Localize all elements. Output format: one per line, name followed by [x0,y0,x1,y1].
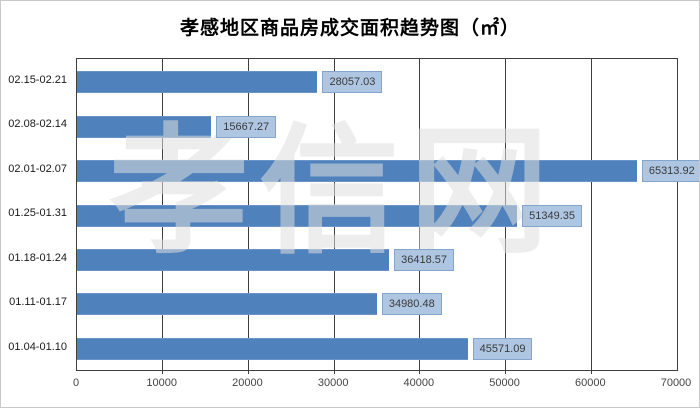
value-label: 65313.92 [641,160,699,183]
value-label: 34980.48 [381,293,442,316]
x-tick-label: 60000 [574,377,606,389]
y-category-label: 02.15-02.21 [8,74,67,86]
gridline [590,59,592,374]
value-label: 36418.57 [394,248,455,271]
x-tick-label: 0 [72,377,80,389]
y-category-label: 01.04-01.10 [8,340,67,353]
bar-02.01-02.07 [77,160,637,183]
y-category-label: 01.11-01.17 [9,296,67,309]
value-label: 15667.27 [216,115,277,138]
x-tick-label: 50000 [489,377,520,389]
y-category-label: 01.25-01.31 [8,207,67,220]
x-tick-label: 20000 [232,377,263,389]
bar-01.11-01.17 [77,293,377,316]
value-label: 51349.35 [522,204,583,227]
y-category-label: 01.18-01.24 [8,251,67,264]
value-label: 28057.03 [322,71,383,94]
x-tick-label: 30000 [317,377,349,389]
x-tick-label: 70000 [660,377,692,389]
y-category-label: 02.08-02.14 [8,118,67,131]
x-tick-label: 40000 [403,377,435,389]
bar-01.25-01.31 [77,204,518,227]
bar-02.15-02.21 [77,71,318,94]
bar-01.18-01.24 [77,248,390,271]
x-tick-label: 10000 [146,377,177,389]
value-label: 45571.09 [472,337,533,360]
bar-01.04-01.10 [77,337,468,360]
plot-area: 28057.03 15667.27 65313.92 51349.35 36418.57… [76,58,699,374]
bar-02.08-02.14 [77,115,212,138]
chart-title: 孝感地区商品房成交面积趋势图（㎡） [179,17,520,39]
y-category-label: 02.01-02.07 [8,162,67,175]
